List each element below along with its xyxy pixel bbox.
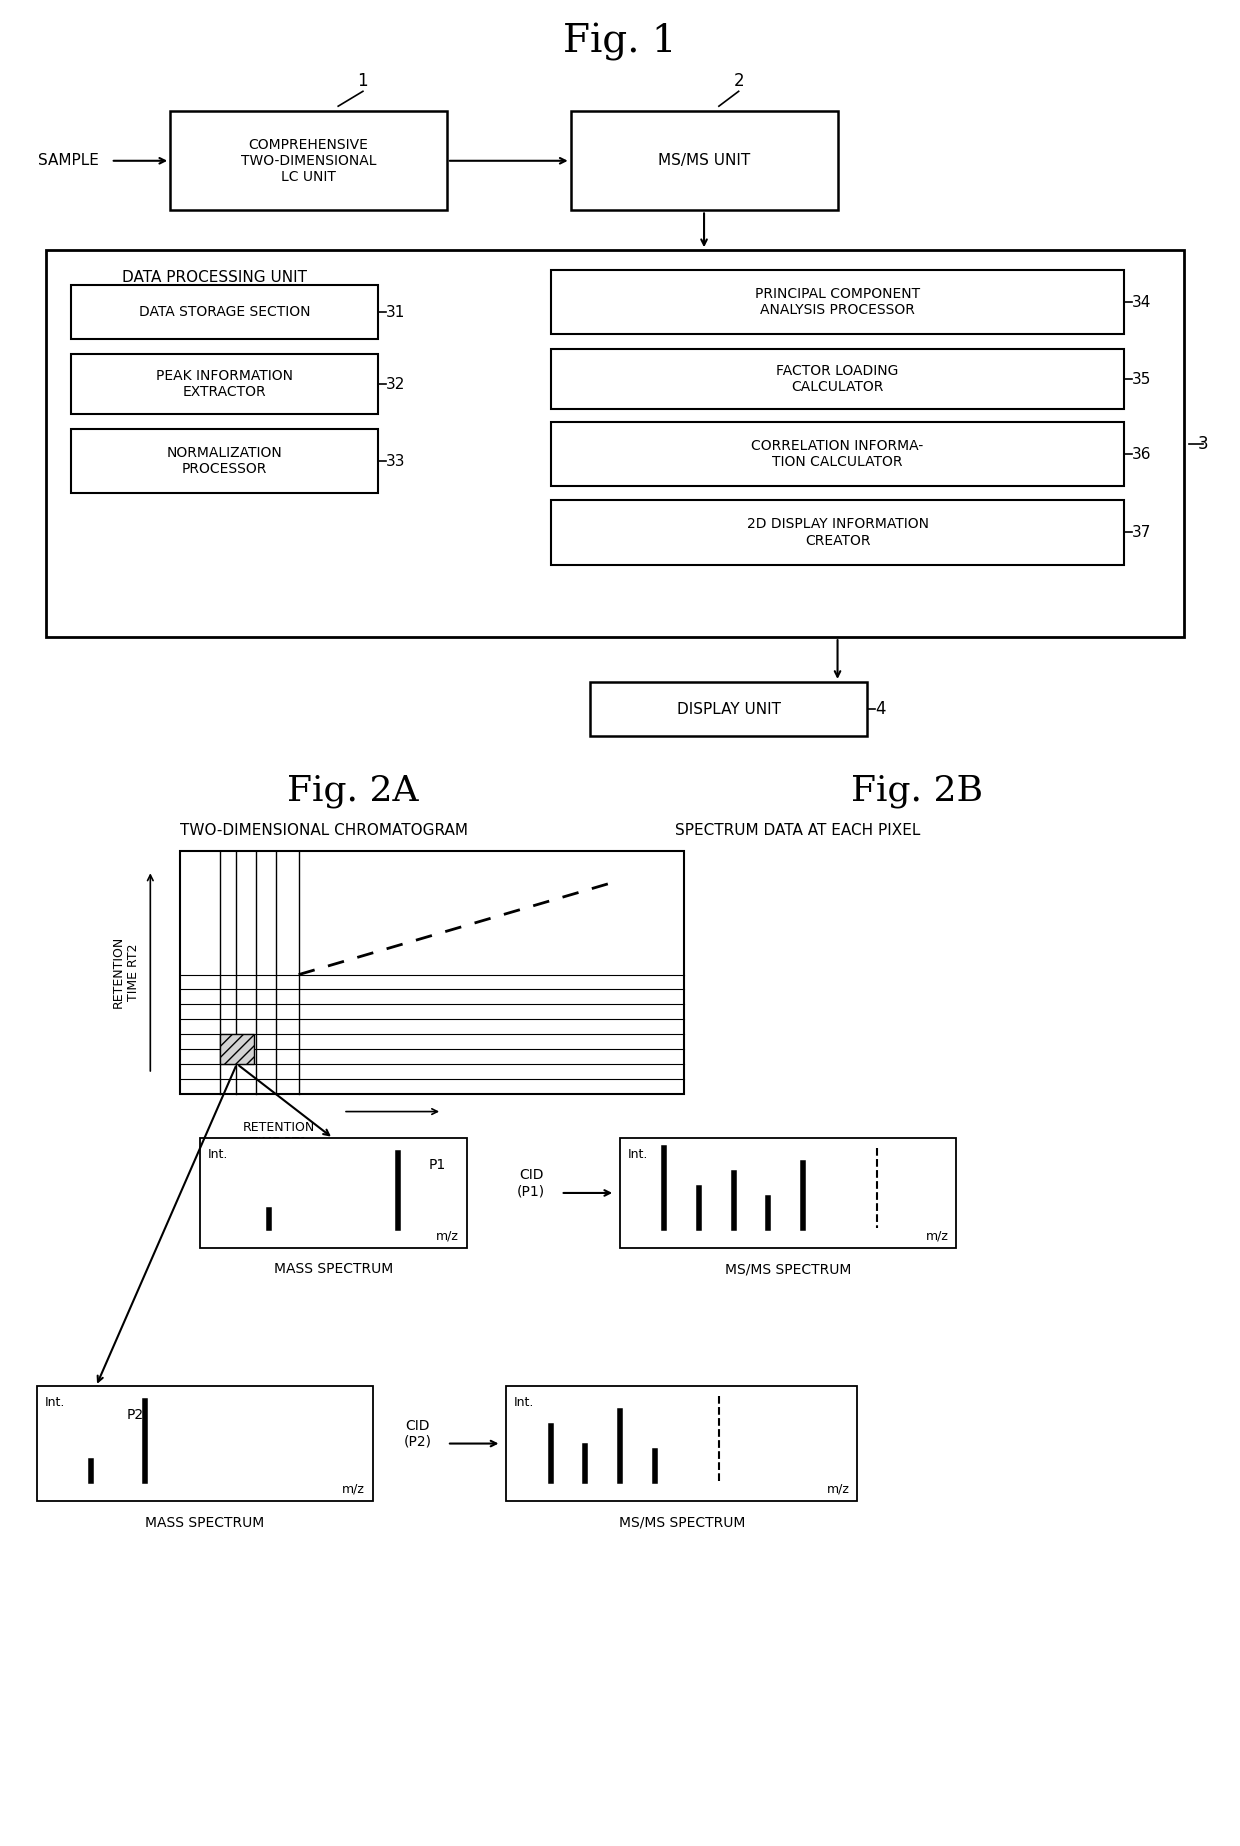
Text: SPECTRUM DATA AT EACH PIXEL: SPECTRUM DATA AT EACH PIXEL bbox=[676, 823, 920, 838]
Bar bbox=[551, 421, 1125, 485]
Text: CID
(P1): CID (P1) bbox=[517, 1169, 546, 1198]
Text: PRINCIPAL COMPONENT
ANALYSIS PROCESSOR: PRINCIPAL COMPONENT ANALYSIS PROCESSOR bbox=[755, 288, 920, 318]
Bar bbox=[71, 428, 378, 493]
Text: MASS SPECTRUM: MASS SPECTRUM bbox=[274, 1263, 393, 1276]
Text: P2: P2 bbox=[126, 1408, 144, 1421]
Bar bbox=[37, 1386, 373, 1501]
Text: Int.: Int. bbox=[207, 1148, 228, 1161]
Text: CORRELATION INFORMA-
TION CALCULATOR: CORRELATION INFORMA- TION CALCULATOR bbox=[751, 439, 924, 469]
Bar bbox=[551, 270, 1125, 334]
Text: 35: 35 bbox=[1132, 371, 1152, 386]
Text: Fig. 2B: Fig. 2B bbox=[851, 773, 983, 809]
Text: CID
(P2): CID (P2) bbox=[403, 1418, 432, 1449]
Text: 2: 2 bbox=[733, 72, 744, 90]
Text: RETENTION
TIME RT2: RETENTION TIME RT2 bbox=[112, 936, 140, 1008]
Text: m/z: m/z bbox=[827, 1482, 849, 1495]
Text: DATA STORAGE SECTION: DATA STORAGE SECTION bbox=[139, 305, 310, 319]
Bar bbox=[170, 111, 446, 210]
Text: m/z: m/z bbox=[436, 1229, 459, 1242]
Bar bbox=[71, 354, 378, 414]
Text: MASS SPECTRUM: MASS SPECTRUM bbox=[145, 1516, 264, 1530]
Text: MS/MS SPECTRUM: MS/MS SPECTRUM bbox=[725, 1263, 852, 1276]
Bar bbox=[180, 851, 684, 1093]
Bar bbox=[551, 500, 1125, 565]
Text: 36: 36 bbox=[1132, 447, 1152, 462]
Text: SAMPLE: SAMPLE bbox=[37, 153, 99, 168]
Text: 34: 34 bbox=[1132, 295, 1152, 310]
Text: 2D DISPLAY INFORMATION
CREATOR: 2D DISPLAY INFORMATION CREATOR bbox=[746, 517, 929, 548]
Text: Int.: Int. bbox=[515, 1396, 534, 1408]
Text: MS/MS SPECTRUM: MS/MS SPECTRUM bbox=[619, 1516, 745, 1530]
Text: Fig. 1: Fig. 1 bbox=[563, 22, 677, 61]
Text: 32: 32 bbox=[386, 377, 405, 391]
Bar bbox=[620, 1139, 956, 1248]
Bar bbox=[590, 681, 867, 737]
Text: Int.: Int. bbox=[627, 1148, 649, 1161]
Bar bbox=[219, 1034, 254, 1063]
Text: MS/MS UNIT: MS/MS UNIT bbox=[658, 153, 750, 168]
Text: Fig. 2A: Fig. 2A bbox=[288, 773, 419, 809]
Bar bbox=[71, 284, 378, 340]
Text: RETENTION
TIME RT1: RETENTION TIME RT1 bbox=[243, 1122, 315, 1150]
Text: DATA PROCESSING UNIT: DATA PROCESSING UNIT bbox=[122, 270, 308, 286]
Text: COMPREHENSIVE
TWO-DIMENSIONAL
LC UNIT: COMPREHENSIVE TWO-DIMENSIONAL LC UNIT bbox=[241, 138, 376, 185]
Bar bbox=[551, 349, 1125, 410]
Text: TWO-DIMENSIONAL CHROMATOGRAM: TWO-DIMENSIONAL CHROMATOGRAM bbox=[180, 823, 467, 838]
Text: P1: P1 bbox=[429, 1157, 445, 1172]
Bar bbox=[570, 111, 837, 210]
Bar bbox=[506, 1386, 857, 1501]
Bar bbox=[46, 249, 1184, 637]
Text: 1: 1 bbox=[357, 72, 368, 90]
Text: 33: 33 bbox=[386, 454, 405, 469]
Text: 31: 31 bbox=[386, 305, 405, 319]
Text: FACTOR LOADING
CALCULATOR: FACTOR LOADING CALCULATOR bbox=[776, 364, 899, 395]
Text: 3: 3 bbox=[1198, 434, 1209, 452]
Text: m/z: m/z bbox=[342, 1482, 365, 1495]
Text: 37: 37 bbox=[1132, 524, 1152, 541]
Text: 4: 4 bbox=[875, 700, 885, 718]
Text: DISPLAY UNIT: DISPLAY UNIT bbox=[677, 701, 781, 716]
Text: PEAK INFORMATION
EXTRACTOR: PEAK INFORMATION EXTRACTOR bbox=[156, 369, 293, 399]
Bar bbox=[200, 1139, 466, 1248]
Text: Int.: Int. bbox=[45, 1396, 64, 1408]
Text: NORMALIZATION
PROCESSOR: NORMALIZATION PROCESSOR bbox=[166, 447, 283, 476]
Text: m/z: m/z bbox=[925, 1229, 949, 1242]
